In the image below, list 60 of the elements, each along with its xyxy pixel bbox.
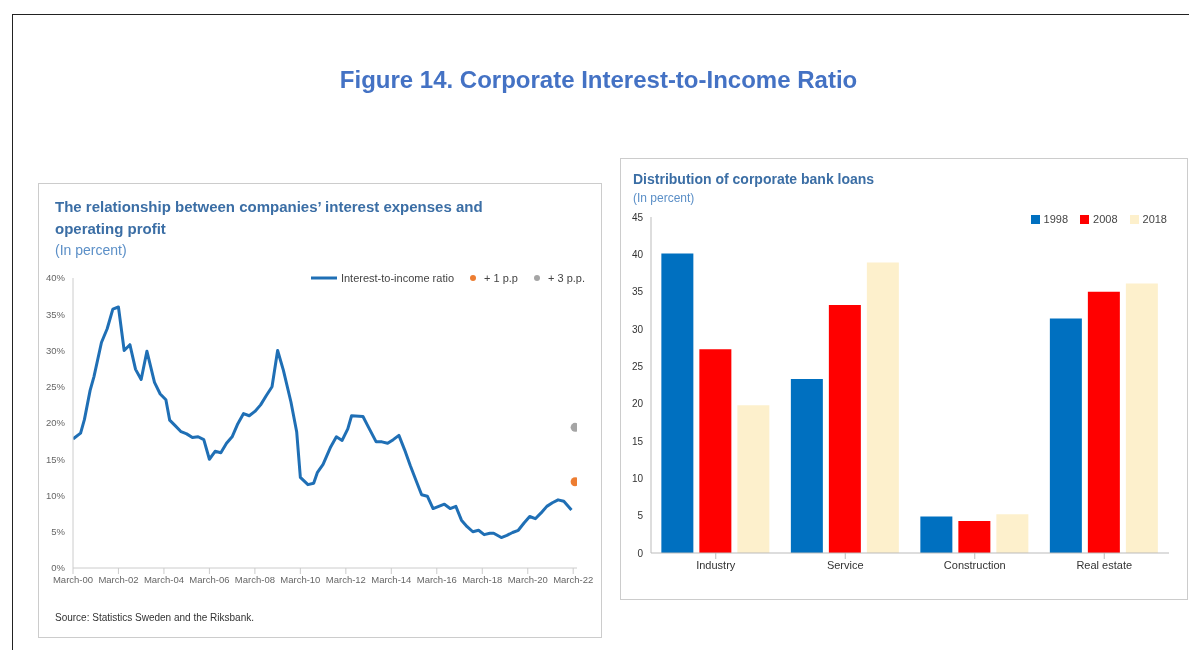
y-tick-label: 40 [631, 248, 644, 260]
legend-label: Interest-to-income ratio [340, 272, 455, 284]
source-note: Source: Statistics Sweden and the Riksbank. [55, 612, 254, 623]
legend-label: 2008 [1093, 213, 1118, 225]
legend-label: + 1 p.p [484, 272, 518, 284]
bar [661, 253, 694, 553]
x-tick-label: March-08 [234, 573, 275, 585]
y-tick-label: 5% [51, 526, 66, 538]
bar [737, 405, 770, 553]
y-tick-label: 30% [45, 344, 66, 356]
bar [920, 516, 953, 553]
bar [828, 305, 861, 553]
y-tick-label: 45 [631, 211, 644, 223]
bar [958, 520, 991, 553]
x-tick-label: Industry [696, 558, 736, 571]
bar [996, 514, 1029, 553]
y-tick-label: 20 [631, 398, 644, 410]
x-tick-label: Real estate [1076, 558, 1133, 571]
chart-title: The relationship between companies’ interest expenses and operating profit [55, 197, 484, 239]
x-tick-label: Construction [943, 558, 1006, 571]
legend-label: 1998 [1043, 213, 1069, 225]
y-tick-label: 35 [631, 286, 644, 298]
x-tick-label: March-10 [280, 573, 321, 585]
bar [1087, 291, 1120, 553]
x-tick-label: March-02 [98, 573, 139, 585]
chart-title: Distribution of corporate bank loans [633, 171, 875, 187]
y-tick-label: 40% [45, 272, 66, 284]
line-series [73, 305, 573, 540]
chart-subtitle: (In percent) [55, 242, 127, 258]
y-tick-label: 0 [637, 547, 644, 559]
y-tick-label: 35% [45, 308, 66, 320]
y-tick-label: 10% [45, 489, 66, 501]
y-tick-label: 5 [637, 510, 644, 522]
y-tick-label: 0% [51, 562, 66, 574]
chart-subtitle: (In percent) [633, 191, 695, 205]
caption: Figure 14. Corporate Interest-to-Income Ratio [338, 66, 859, 94]
x-tick-label: March-00 [52, 573, 94, 585]
x-tick-label: March-06 [189, 573, 230, 585]
x-tick-label: March-20 [507, 573, 548, 585]
y-tick-label: 20% [45, 417, 66, 429]
y-tick-label: 25% [45, 381, 66, 393]
x-tick-label: March-16 [416, 573, 457, 585]
y-tick-label: 15 [631, 435, 644, 447]
y-tick-label: 15% [45, 453, 66, 465]
bar [1125, 283, 1158, 553]
y-tick-label: 10 [631, 472, 644, 484]
bar [866, 262, 899, 553]
bar [699, 349, 732, 553]
legend-label: + 3 p.p. [547, 272, 585, 284]
legend-label: 2018 [1142, 213, 1167, 225]
x-tick-label: March-14 [371, 573, 412, 585]
y-tick-label: 25 [631, 360, 644, 372]
bar [790, 379, 823, 553]
x-tick-label: March-18 [462, 573, 503, 585]
y-tick-label: 30 [631, 323, 644, 335]
bar [1049, 318, 1082, 553]
x-tick-label: March-22 [553, 573, 594, 585]
x-tick-label: Service [826, 558, 864, 571]
x-tick-label: March-12 [325, 573, 366, 585]
x-tick-label: March-04 [143, 573, 185, 585]
